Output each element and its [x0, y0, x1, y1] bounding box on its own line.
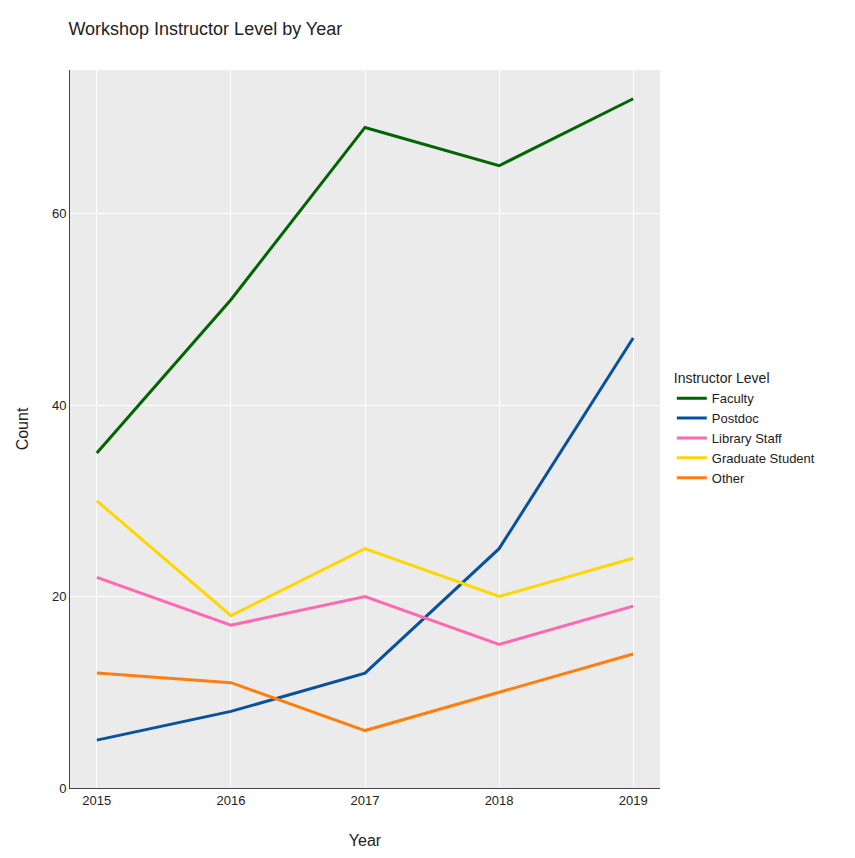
svg-text:Faculty: Faculty — [712, 391, 754, 406]
svg-text:Other: Other — [712, 471, 745, 486]
svg-text:2019: 2019 — [619, 793, 648, 808]
svg-text:2015: 2015 — [82, 793, 111, 808]
svg-text:2016: 2016 — [216, 793, 245, 808]
svg-text:Workshop Instructor Level by Y: Workshop Instructor Level by Year — [68, 19, 342, 39]
svg-text:60: 60 — [52, 206, 66, 221]
svg-text:0: 0 — [59, 781, 66, 796]
svg-text:Year: Year — [349, 832, 382, 849]
svg-text:Instructor Level: Instructor Level — [674, 370, 770, 386]
svg-text:20: 20 — [52, 589, 66, 604]
svg-text:2018: 2018 — [485, 793, 514, 808]
svg-text:2017: 2017 — [351, 793, 380, 808]
svg-text:Graduate Student: Graduate Student — [712, 451, 815, 466]
svg-text:40: 40 — [52, 398, 66, 413]
svg-text:Count: Count — [14, 407, 31, 450]
svg-text:Postdoc: Postdoc — [712, 411, 759, 426]
svg-text:Library Staff: Library Staff — [712, 431, 782, 446]
